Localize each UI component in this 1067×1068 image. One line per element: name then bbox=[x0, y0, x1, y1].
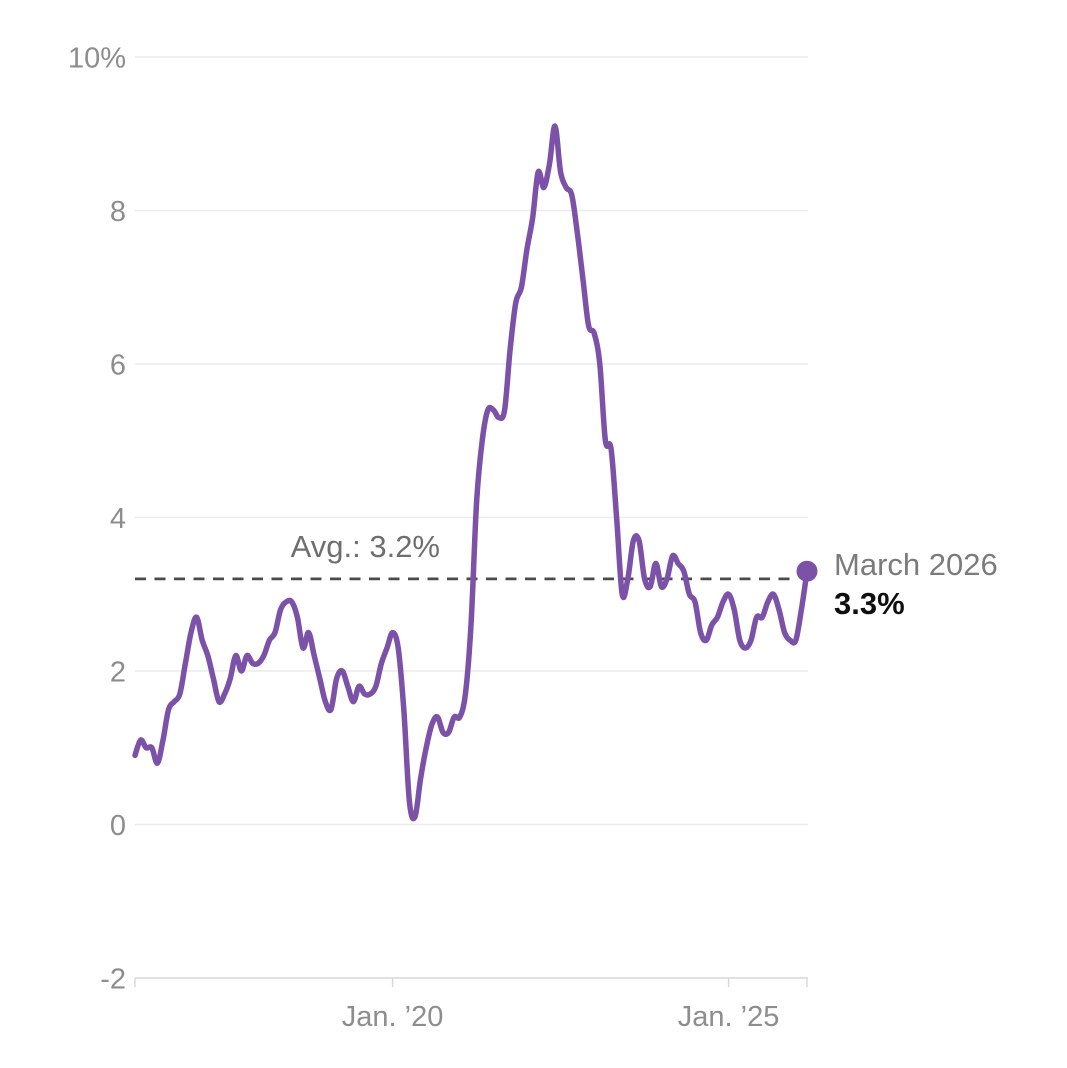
y-axis-tick-label: 2 bbox=[110, 657, 126, 689]
y-axis-tick-label: 8 bbox=[110, 196, 126, 228]
y-axis-tick-label: 6 bbox=[110, 350, 126, 382]
y-axis-tick-label: -2 bbox=[100, 964, 126, 996]
y-axis-tick-label: 4 bbox=[110, 503, 126, 535]
endpoint-date-label: March 2026 bbox=[834, 547, 998, 582]
endpoint-label: March 2026 3.3% bbox=[834, 547, 998, 622]
y-axis-tick-label: 10% bbox=[68, 43, 126, 75]
x-axis-tick-label: Jan. ’25 bbox=[678, 1001, 780, 1033]
x-axis-tick-label: Jan. ’20 bbox=[342, 1001, 444, 1033]
y-axis-tick-label: 0 bbox=[110, 810, 126, 842]
series-line bbox=[132, 123, 810, 822]
endpoint-dot bbox=[796, 560, 818, 582]
endpoint-value-label: 3.3% bbox=[834, 586, 905, 621]
average-line-label: Avg.: 3.2% bbox=[290, 529, 440, 564]
